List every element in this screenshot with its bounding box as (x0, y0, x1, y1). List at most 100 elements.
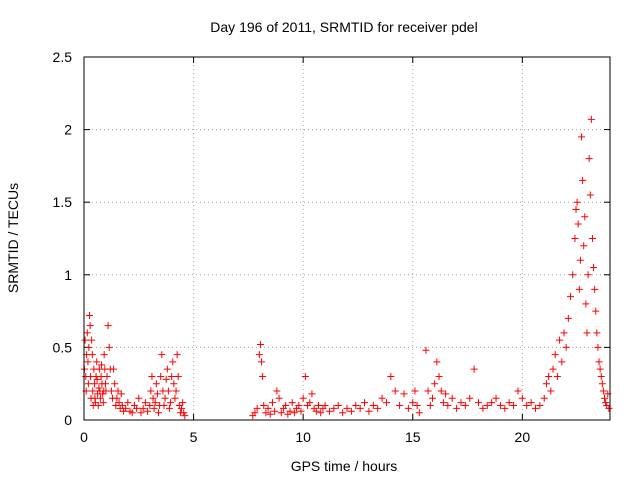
data-point (448, 394, 456, 402)
data-point (413, 401, 421, 409)
data-point (277, 409, 285, 417)
data-point (347, 407, 355, 415)
data-point (562, 343, 570, 351)
data-point (601, 394, 609, 402)
y-tick-label: 0 (64, 412, 72, 428)
data-point (382, 399, 390, 407)
data-point (583, 329, 591, 337)
data-point (258, 358, 266, 366)
axis-ticks: 0 5 10 15 20 0 0.5 1 1.5 2 2.5 (53, 49, 610, 445)
data-point (178, 404, 186, 412)
data-point (424, 387, 432, 395)
data-point (475, 399, 482, 407)
data-point (374, 404, 382, 412)
data-point (466, 394, 474, 402)
x-tick-label: 20 (515, 429, 531, 445)
data-point (113, 394, 121, 402)
data-point (128, 409, 136, 417)
data-point (273, 387, 281, 395)
grid-lines (84, 57, 610, 420)
data-point (180, 409, 188, 417)
data-point (96, 394, 104, 402)
data-point (162, 375, 170, 383)
data-point (581, 213, 589, 221)
data-point (149, 394, 157, 402)
data-point (118, 401, 126, 409)
data-point (299, 394, 307, 402)
data-point (592, 307, 600, 315)
data-point (428, 394, 436, 402)
data-point (387, 372, 395, 380)
data-point (85, 343, 93, 351)
data-point (602, 399, 610, 407)
data-point (308, 390, 316, 398)
data-point (170, 380, 178, 388)
data-point (569, 271, 577, 279)
data-point (547, 387, 555, 395)
data-point (95, 384, 103, 392)
data-point (590, 264, 598, 272)
data-point (93, 375, 101, 383)
data-point (369, 401, 377, 409)
data-point (315, 401, 323, 409)
data-point (479, 404, 487, 412)
data-point (171, 394, 179, 402)
data-point (98, 361, 106, 369)
data-point (560, 329, 568, 337)
data-point (518, 394, 526, 402)
data-point (85, 311, 93, 319)
data-point (266, 410, 274, 418)
data-point (253, 404, 261, 412)
data-point (158, 351, 166, 359)
data-point (400, 390, 408, 398)
data-point (301, 372, 309, 380)
data-point (317, 409, 325, 417)
data-point (321, 401, 329, 409)
data-point (155, 409, 163, 417)
data-point (572, 205, 580, 213)
data-point (104, 322, 112, 330)
data-point (391, 387, 399, 395)
data-point (148, 372, 156, 380)
data-point (605, 404, 613, 412)
data-point (334, 401, 342, 409)
data-point (99, 399, 107, 407)
data-point (593, 329, 601, 337)
data-point (422, 346, 430, 354)
data-point (181, 412, 189, 420)
x-axis-label: GPS time / hours (291, 458, 398, 474)
data-point (409, 399, 417, 407)
data-point (339, 409, 347, 417)
data-point (571, 235, 579, 242)
chart-title: Day 196 of 2011, SRMTID for receiver pde… (210, 19, 477, 35)
data-point (286, 407, 294, 415)
y-tick-label: 2 (64, 122, 72, 138)
data-point (99, 390, 107, 398)
data-point (152, 380, 160, 388)
data-point (598, 380, 606, 388)
data-point (165, 404, 173, 412)
data-point (527, 399, 535, 407)
data-point (574, 220, 582, 228)
data-point (594, 343, 602, 351)
data-point (439, 399, 447, 407)
data-point (564, 314, 572, 322)
data-point (531, 404, 539, 412)
data-point (501, 404, 509, 412)
data-point (255, 351, 263, 359)
data-point (306, 399, 314, 407)
data-point (94, 401, 102, 409)
data-point (461, 401, 469, 409)
data-point (89, 387, 97, 395)
data-point (579, 176, 587, 184)
data-point (588, 235, 596, 242)
data-point (163, 365, 171, 373)
data-point (115, 399, 123, 407)
y-tick-label: 2.5 (53, 49, 73, 65)
data-point (365, 407, 373, 415)
data-point (84, 380, 92, 388)
data-point (107, 387, 115, 395)
data-point (580, 242, 588, 250)
data-point (150, 404, 158, 412)
data-point (97, 372, 105, 380)
